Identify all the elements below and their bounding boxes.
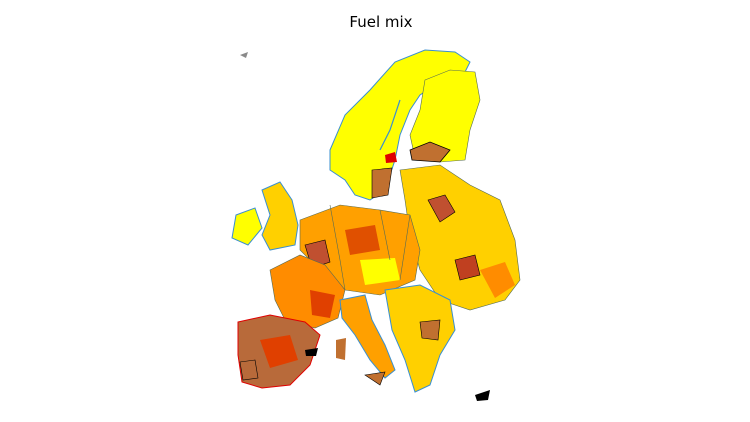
coastline <box>379 99 401 151</box>
europe-map <box>231 49 521 401</box>
region <box>310 290 335 318</box>
sardinia <box>336 338 346 360</box>
region <box>385 152 397 163</box>
borders <box>329 204 411 291</box>
sicily <box>364 371 386 386</box>
scandinavia <box>329 49 471 201</box>
map-title: Fuel mix <box>349 13 412 31</box>
island <box>240 52 248 58</box>
hatched-region <box>419 319 441 341</box>
region <box>260 335 298 368</box>
hatched-region <box>427 194 456 223</box>
great-britain <box>261 181 299 251</box>
hatched-region <box>371 167 393 199</box>
island <box>305 348 318 356</box>
region <box>345 225 380 255</box>
ireland <box>231 207 263 246</box>
hatched-region <box>409 141 451 163</box>
hatched-region <box>454 254 481 281</box>
italy <box>339 294 396 379</box>
finland <box>409 69 481 163</box>
balkans <box>384 284 456 393</box>
region <box>360 258 400 285</box>
hatched-region <box>239 359 259 381</box>
region <box>480 262 515 298</box>
cyprus <box>475 390 490 401</box>
